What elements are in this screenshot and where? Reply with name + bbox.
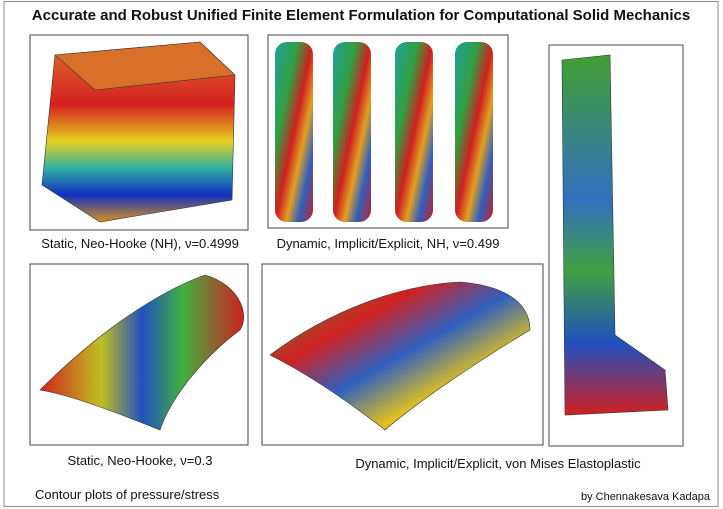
panel-cube bbox=[29, 34, 249, 231]
caption: Static, Neo-Hooke (NH), ν=0.4999 bbox=[41, 236, 239, 251]
footer-left: Contour plots of pressure/stress bbox=[35, 487, 220, 502]
caption: Static, Neo-Hooke, ν=0.3 bbox=[68, 453, 213, 468]
panel-shell-dynamic bbox=[261, 263, 544, 446]
panel-tall bbox=[548, 44, 684, 447]
panel-shell-static bbox=[29, 263, 249, 446]
caption: Dynamic, Implicit/Explicit, von Mises El… bbox=[355, 456, 641, 471]
panel-twist bbox=[267, 34, 509, 229]
title: Accurate and Robust Unified Finite Eleme… bbox=[32, 7, 690, 24]
footer-right: by Chennakesava Kadapa bbox=[581, 491, 711, 503]
caption: Dynamic, Implicit/Explicit, NH, ν=0.499 bbox=[277, 236, 500, 251]
